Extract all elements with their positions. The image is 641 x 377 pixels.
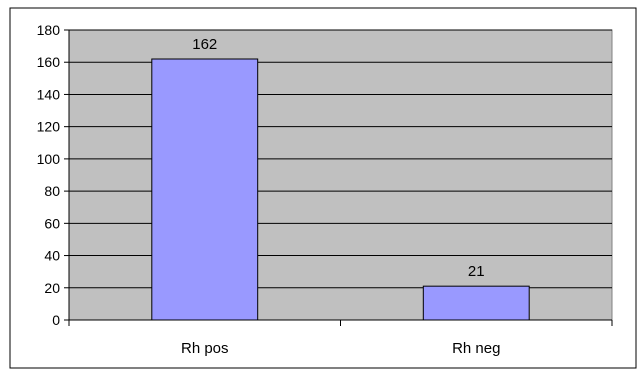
- bar-rh-pos: [151, 58, 259, 321]
- x-tick-label: Rh neg: [452, 340, 500, 357]
- x-tick-label: Rh pos: [181, 340, 229, 357]
- plot-area: [68, 29, 613, 321]
- y-tick-label: 100: [37, 151, 61, 167]
- y-tick-label: 40: [44, 248, 60, 264]
- y-tick-label: 60: [44, 215, 60, 231]
- bar-rh-neg: [422, 285, 530, 321]
- data-label: 21: [468, 263, 485, 280]
- y-tick-label: 120: [37, 119, 61, 135]
- y-tick-label: 140: [37, 86, 61, 102]
- y-tick-label: 160: [37, 54, 61, 70]
- y-tick-label: 180: [37, 22, 61, 38]
- labels: 162 Rh pos 21 Rh neg 0 20 40 60 80 100 120 140 160 18…: [37, 22, 501, 357]
- axes: [64, 29, 613, 326]
- y-tick-label: 0: [52, 312, 60, 328]
- y-tick-label: 20: [44, 280, 60, 296]
- data-label: 162: [192, 36, 217, 53]
- y-tick-label: 80: [44, 183, 60, 199]
